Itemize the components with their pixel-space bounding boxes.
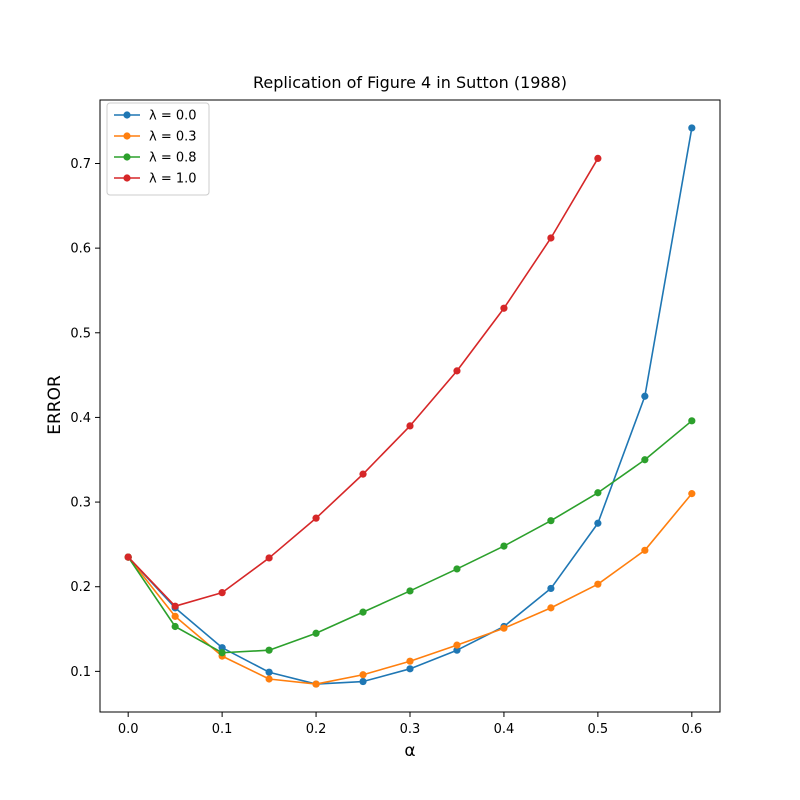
legend: λ = 0.0 λ = 0.3 λ = 0.8 λ = 1.0 <box>106 102 210 196</box>
x-tick-label-2: 0.2 <box>306 722 327 737</box>
data-point-2-4 <box>312 629 320 637</box>
y-tick-label-0: 0.1 <box>70 665 91 680</box>
legend-label-0: λ = 0.0 <box>149 109 197 124</box>
data-point-0-10 <box>594 519 602 527</box>
y-tick-label-2: 0.3 <box>70 496 91 511</box>
legend-marker-1 <box>123 132 131 140</box>
data-point-2-7 <box>453 565 461 573</box>
data-point-3-10 <box>594 154 602 163</box>
data-point-1-5 <box>359 671 367 679</box>
data-point-1-6 <box>406 657 414 665</box>
legend-box <box>106 102 210 196</box>
legend-marker-3 <box>123 174 131 182</box>
data-point-1-10 <box>594 580 602 588</box>
data-point-0-3 <box>265 668 273 676</box>
data-point-0-7 <box>453 646 461 654</box>
x-axis-label: α <box>404 741 415 761</box>
data-point-1-7 <box>453 641 461 649</box>
data-point-0-9 <box>547 584 555 593</box>
legend-marker-2 <box>123 153 131 161</box>
y-axis-label: ERROR <box>45 375 65 435</box>
y-tick-label-4: 0.5 <box>70 326 91 341</box>
x-tick-label-5: 0.5 <box>588 722 609 737</box>
data-point-1-9 <box>547 604 555 612</box>
data-point-0-6 <box>406 665 414 673</box>
data-point-3-4 <box>312 514 320 522</box>
data-point-0-11 <box>641 392 649 400</box>
y-tick-label-3: 0.4 <box>70 411 91 426</box>
x-tick-label-4: 0.4 <box>494 722 515 737</box>
data-point-3-7 <box>453 367 461 375</box>
data-point-0-12 <box>688 124 696 132</box>
data-point-1-8 <box>500 624 508 632</box>
data-point-2-6 <box>406 587 414 595</box>
data-point-2-1 <box>171 622 179 631</box>
data-point-3-8 <box>500 304 508 312</box>
data-point-1-4 <box>312 680 320 688</box>
legend-label-2: λ = 0.8 <box>149 151 197 166</box>
data-point-2-11 <box>641 456 649 464</box>
data-point-2-12 <box>688 417 696 425</box>
data-point-3-5 <box>359 470 367 478</box>
data-point-1-12 <box>688 490 696 498</box>
x-tick-label-6: 0.6 <box>681 722 702 737</box>
data-point-2-10 <box>594 489 602 497</box>
x-tick-label-1: 0.1 <box>212 722 233 737</box>
data-point-3-3 <box>265 554 273 562</box>
data-point-0-5 <box>359 677 367 686</box>
y-tick-label-6: 0.7 <box>70 157 91 172</box>
chart-title: Replication of Figure 4 in Sutton (1988) <box>253 73 567 92</box>
data-point-1-11 <box>641 546 649 554</box>
data-point-2-8 <box>500 542 508 550</box>
y-tick-label-5: 0.6 <box>70 242 91 257</box>
x-tick-label-3: 0.3 <box>400 722 421 737</box>
legend-marker-0 <box>123 111 131 119</box>
data-point-2-3 <box>265 646 273 654</box>
data-point-3-1 <box>171 602 179 610</box>
data-point-1-1 <box>171 612 179 620</box>
plot-area: 0.0 0.1 0.2 0.3 0.4 0.5 0.6 0.1 0.2 0.3 0.4 0.5 0.6 0… <box>70 99 721 737</box>
data-point-3-6 <box>406 422 414 430</box>
data-point-2-9 <box>547 517 555 525</box>
data-point-3-9 <box>547 234 555 242</box>
legend-label-1: λ = 0.3 <box>149 130 197 145</box>
data-point-1-3 <box>265 675 273 683</box>
y-tick-label-1: 0.2 <box>70 580 91 595</box>
data-point-2-2 <box>218 649 226 657</box>
legend-label-3: λ = 1.0 <box>149 172 197 187</box>
data-point-3-2 <box>218 589 226 597</box>
x-tick-label-0: 0.0 <box>118 722 139 737</box>
data-point-2-5 <box>359 608 367 616</box>
data-point-3-0 <box>124 553 132 561</box>
data-point-0-2 <box>218 644 226 652</box>
